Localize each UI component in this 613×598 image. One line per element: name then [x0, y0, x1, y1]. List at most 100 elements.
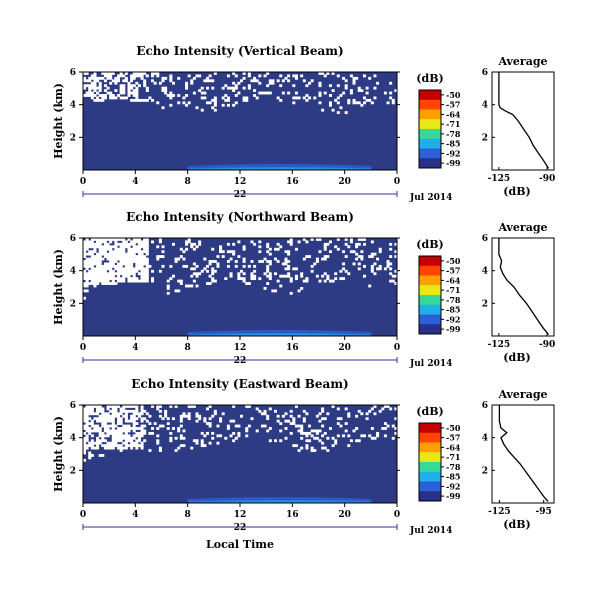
missing-cell	[237, 240, 241, 244]
missing-cell	[145, 242, 149, 246]
missing-cell	[83, 284, 87, 288]
missing-cell	[323, 74, 327, 78]
missing-cell	[352, 101, 356, 105]
missing-cell	[130, 247, 134, 251]
echo-cell	[220, 330, 225, 336]
missing-cell	[124, 72, 128, 75]
missing-cell	[216, 424, 220, 428]
echo-cell	[357, 498, 362, 503]
missing-cell	[219, 245, 223, 249]
missing-cell	[394, 407, 398, 411]
missing-cell	[103, 439, 107, 443]
missing-cell	[109, 260, 113, 263]
missing-cell	[114, 260, 118, 263]
missing-cell	[205, 76, 209, 80]
missing-cell	[148, 414, 152, 418]
missing-cell	[83, 412, 87, 416]
missing-cell	[164, 86, 168, 90]
missing-cell	[101, 444, 105, 448]
missing-cell	[164, 91, 168, 95]
missing-cell	[185, 247, 189, 251]
missing-cell	[294, 444, 298, 448]
missing-cell	[192, 405, 196, 408]
echo-cell	[357, 167, 362, 170]
missing-cell	[208, 424, 212, 428]
missing-cell	[124, 76, 128, 80]
missing-cell	[192, 242, 196, 246]
missing-cell	[90, 422, 94, 425]
missing-cell	[101, 436, 105, 440]
echo-cell	[285, 500, 290, 503]
missing-cell	[391, 279, 395, 283]
missing-cell	[284, 274, 288, 278]
missing-cell	[179, 444, 183, 448]
missing-cell	[88, 422, 92, 425]
missing-cell	[226, 103, 230, 107]
missing-cell	[140, 274, 144, 278]
echo-cell	[295, 333, 300, 336]
missing-cell	[268, 260, 272, 263]
echo-cell	[262, 330, 267, 336]
missing-cell	[85, 405, 89, 408]
missing-cell	[158, 81, 162, 85]
missing-cell	[179, 414, 183, 418]
missing-data	[83, 72, 398, 115]
missing-cell	[289, 414, 293, 418]
missing-cell	[93, 284, 97, 288]
missing-cell	[114, 282, 118, 285]
missing-cell	[187, 284, 191, 288]
missing-cell	[137, 257, 141, 261]
echo-cell	[305, 333, 310, 336]
missing-cell	[96, 412, 100, 416]
missing-cell	[355, 76, 359, 80]
echo-cell	[318, 330, 323, 336]
missing-cell	[101, 454, 105, 457]
missing-cell	[135, 247, 139, 251]
missing-cell	[370, 436, 374, 440]
missing-cell	[357, 262, 361, 266]
missing-cell	[386, 101, 390, 105]
echo-cell	[341, 331, 346, 336]
echo-cell	[253, 167, 257, 170]
missing-cell	[117, 446, 121, 450]
echo-cell	[249, 167, 254, 170]
missing-cell	[119, 279, 123, 283]
missing-cell	[111, 405, 115, 408]
missing-cell	[106, 277, 110, 281]
echo-cell	[367, 168, 372, 170]
missing-cell	[318, 94, 322, 97]
missing-cell	[250, 274, 254, 278]
missing-cell	[140, 98, 144, 102]
missing-cell	[109, 238, 113, 241]
missing-cell	[96, 409, 100, 413]
missing-cell	[331, 405, 335, 408]
missing-cell	[83, 436, 87, 440]
missing-cell	[83, 451, 87, 455]
missing-cell	[205, 79, 209, 83]
missing-cell	[355, 252, 359, 256]
missing-cell	[344, 422, 348, 425]
echo-cell	[311, 333, 316, 336]
missing-cell	[111, 96, 115, 100]
echo-cell	[200, 498, 205, 503]
colorbar-label: -71	[446, 119, 460, 129]
colorbar: (dB)-50-57-64-71-78-85-92-99	[416, 72, 461, 169]
missing-cell	[247, 74, 251, 78]
missing-cell	[88, 89, 92, 92]
echo-cell	[298, 330, 303, 336]
missing-cell	[344, 255, 348, 258]
missing-cell	[208, 101, 212, 105]
echo-cell	[246, 497, 251, 503]
missing-cell	[292, 419, 296, 423]
missing-cell	[119, 409, 123, 413]
missing-cell	[119, 269, 123, 273]
missing-cell	[130, 405, 134, 408]
echo-cell	[282, 167, 287, 170]
missing-cell	[287, 267, 291, 271]
y-tick-label: 2	[70, 466, 76, 476]
missing-cell	[90, 240, 94, 244]
missing-cell	[391, 436, 395, 440]
missing-cell	[127, 444, 131, 448]
echo-cell	[253, 500, 257, 503]
colorbar-frame	[418, 255, 442, 335]
